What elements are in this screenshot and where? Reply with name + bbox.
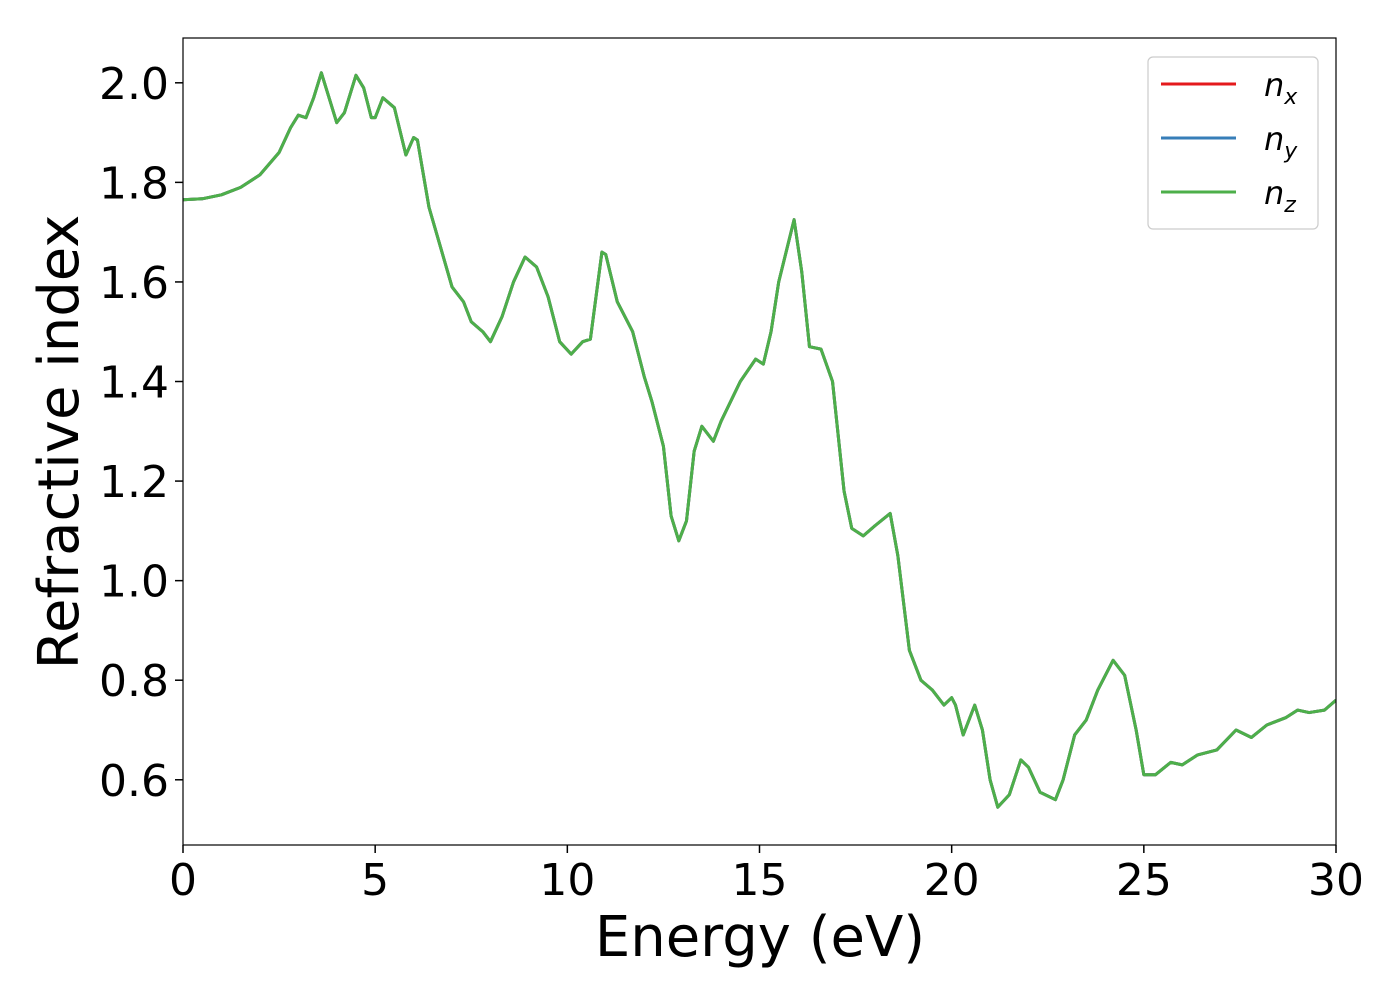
y-tick-label: 1.6 (99, 258, 169, 309)
y-tick-label: 1.0 (99, 557, 169, 608)
x-tick-label: 25 (1116, 855, 1172, 906)
y-axis-label: Refractive index (27, 215, 92, 670)
x-tick-label: 15 (732, 855, 788, 906)
legend-label: nx (1264, 66, 1298, 110)
x-tick-label: 30 (1308, 855, 1364, 906)
y-tick-label: 0.8 (99, 656, 169, 707)
x-tick-label: 5 (361, 855, 389, 906)
legend-box (1147, 56, 1319, 230)
legend-label: nz (1264, 174, 1296, 218)
y-tick-label: 1.2 (99, 457, 169, 508)
plot-frame (182, 37, 1337, 846)
y-tick-label: 1.8 (99, 158, 169, 209)
y-tick-label: 0.6 (99, 756, 169, 807)
y-tick-label: 2.0 (99, 59, 169, 110)
x-tick-label: 10 (539, 855, 595, 906)
y-tick-label: 1.4 (99, 358, 169, 409)
line-series (183, 71, 1336, 809)
x-axis-label: Energy (eV) (595, 905, 925, 970)
legend-label: ny (1264, 120, 1298, 164)
x-tick-label: 20 (924, 855, 980, 906)
x-tick-label: 0 (169, 855, 197, 906)
